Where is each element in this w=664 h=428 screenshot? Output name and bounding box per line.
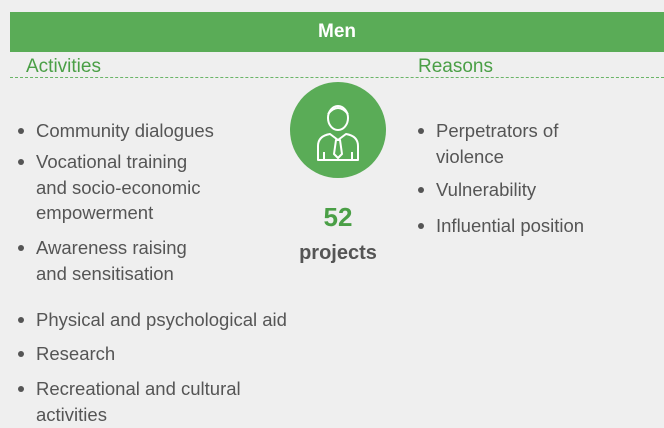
project-count: 52 [323,202,353,232]
bullet [18,128,24,134]
list-item-line: and socio-economic [36,176,201,198]
list-item-line: Vocational training [36,151,188,172]
bullet [418,187,424,193]
list-item-line: and sensitisation [36,262,174,284]
bullet [418,128,424,134]
list-item-line: violence [436,145,504,167]
list-item-line: empowerment [36,202,154,223]
list-item-line: Perpetrators of [436,120,559,141]
list-item-line: Community dialogues [36,120,214,141]
bullet [418,223,424,229]
activities-title: Activities [26,56,101,77]
bullet [18,317,24,323]
list-item-line: Awareness raising [36,237,187,258]
list-item-line: activities [36,403,107,425]
list-item-line: Vulnerability [436,179,537,200]
bullet [18,245,24,251]
list-item-line: Physical and psychological aid [36,309,287,330]
project-label: projects [299,242,377,264]
bullet [18,351,24,357]
list-item-line: Recreational and cultural [36,378,241,399]
bullet [18,386,24,392]
list-item-line: Influential position [436,215,585,236]
list-item-line: Research [36,343,116,364]
bullet [18,159,24,165]
person-icon [290,82,386,178]
reasons-title: Reasons [418,56,493,77]
header-title: Men [10,12,664,52]
divider [10,77,664,78]
